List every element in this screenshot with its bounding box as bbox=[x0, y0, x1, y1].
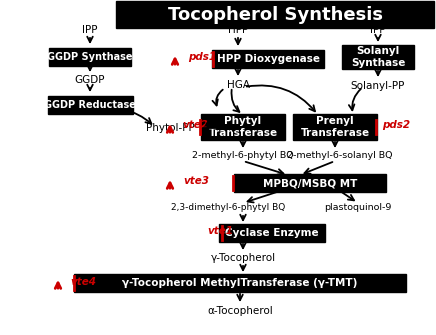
Text: Phytyl
Transferase: Phytyl Transferase bbox=[208, 116, 278, 138]
Text: IPP: IPP bbox=[82, 25, 98, 35]
Text: 2-methyl-6-phytyl BQ: 2-methyl-6-phytyl BQ bbox=[192, 151, 294, 160]
Text: Solanyl
Synthase: Solanyl Synthase bbox=[351, 46, 405, 68]
Text: 2-methyl-6-solanyl BQ: 2-methyl-6-solanyl BQ bbox=[287, 151, 393, 160]
Text: GGDP: GGDP bbox=[75, 75, 105, 85]
Text: Tocopherol Synthesis: Tocopherol Synthesis bbox=[167, 6, 382, 24]
Text: Cyclase Enzyme: Cyclase Enzyme bbox=[225, 228, 319, 238]
Text: 2,3-dimethyl-6-phytyl BQ: 2,3-dimethyl-6-phytyl BQ bbox=[171, 203, 285, 212]
FancyBboxPatch shape bbox=[74, 274, 406, 292]
Text: vte4: vte4 bbox=[70, 277, 96, 287]
FancyBboxPatch shape bbox=[48, 96, 133, 114]
Text: vte2: vte2 bbox=[182, 120, 208, 130]
FancyBboxPatch shape bbox=[342, 45, 414, 69]
Text: MPBQ/MSBQ MT: MPBQ/MSBQ MT bbox=[263, 178, 357, 188]
Text: γ-Tocopherol: γ-Tocopherol bbox=[211, 253, 276, 263]
FancyBboxPatch shape bbox=[293, 114, 377, 140]
Text: GGDP Synthase: GGDP Synthase bbox=[47, 52, 133, 62]
Text: pds1: pds1 bbox=[188, 52, 216, 62]
FancyBboxPatch shape bbox=[219, 224, 325, 242]
Text: Phytol-PP: Phytol-PP bbox=[146, 123, 194, 133]
FancyBboxPatch shape bbox=[116, 1, 434, 28]
FancyBboxPatch shape bbox=[212, 50, 324, 68]
FancyBboxPatch shape bbox=[234, 174, 386, 192]
Text: pds2: pds2 bbox=[382, 120, 410, 130]
Text: vte1: vte1 bbox=[207, 226, 233, 236]
Text: HPP: HPP bbox=[228, 25, 248, 35]
Text: IPP: IPP bbox=[370, 25, 386, 35]
Text: GGDP Reductase: GGDP Reductase bbox=[44, 100, 136, 110]
Text: HGA: HGA bbox=[226, 80, 249, 90]
Text: HPP Dioxygenase: HPP Dioxygenase bbox=[217, 54, 320, 64]
Text: Prenyl
Transferase: Prenyl Transferase bbox=[300, 116, 370, 138]
Text: γ-Tocopherol MethylTransferase (γ-TMT): γ-Tocopherol MethylTransferase (γ-TMT) bbox=[123, 278, 358, 288]
FancyBboxPatch shape bbox=[49, 48, 131, 66]
FancyBboxPatch shape bbox=[201, 114, 285, 140]
Text: vte3: vte3 bbox=[183, 176, 209, 186]
Text: plastoquinol-9: plastoquinol-9 bbox=[324, 203, 392, 212]
Text: α-Tocopherol: α-Tocopherol bbox=[207, 306, 273, 316]
Text: Solanyl-PP: Solanyl-PP bbox=[351, 81, 405, 91]
